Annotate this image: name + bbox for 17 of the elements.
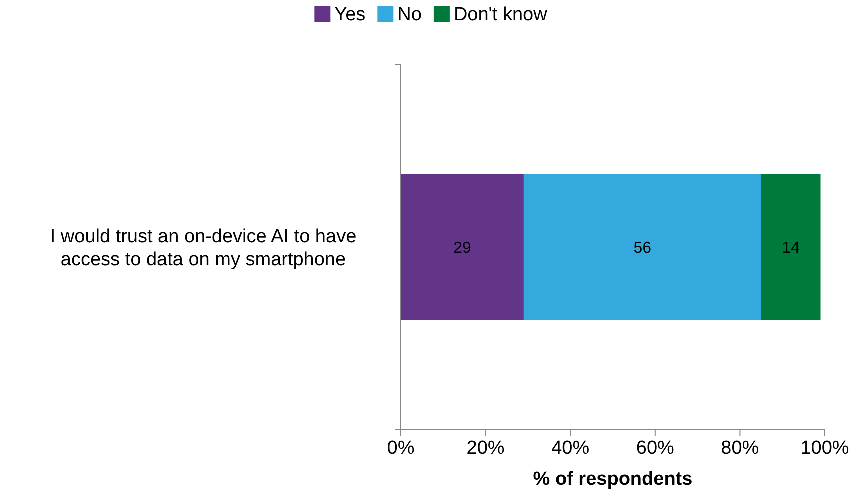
bar	[401, 174, 524, 320]
bar	[761, 174, 821, 320]
legend-label: Don't know	[454, 4, 548, 26]
x-tick-label: 60%	[636, 438, 675, 459]
x-tick-label: 20%	[466, 438, 505, 459]
x-tick-label: 0%	[387, 438, 415, 459]
legend-label: No	[398, 4, 422, 26]
y-tick-label: I would trust an on-device AI to have access to data on my smartphone	[50, 226, 357, 271]
x-tick-label: 40%	[552, 438, 590, 459]
data-label: 14	[782, 240, 800, 258]
bar	[524, 174, 762, 320]
data-label: 56	[634, 240, 652, 258]
x-tick-label: 100%	[800, 438, 850, 459]
legend-label: Yes	[334, 4, 366, 26]
x-tick-label: 80%	[721, 438, 760, 459]
data-label: 29	[454, 240, 472, 258]
x-axis-title: % of respondents	[533, 469, 693, 490]
